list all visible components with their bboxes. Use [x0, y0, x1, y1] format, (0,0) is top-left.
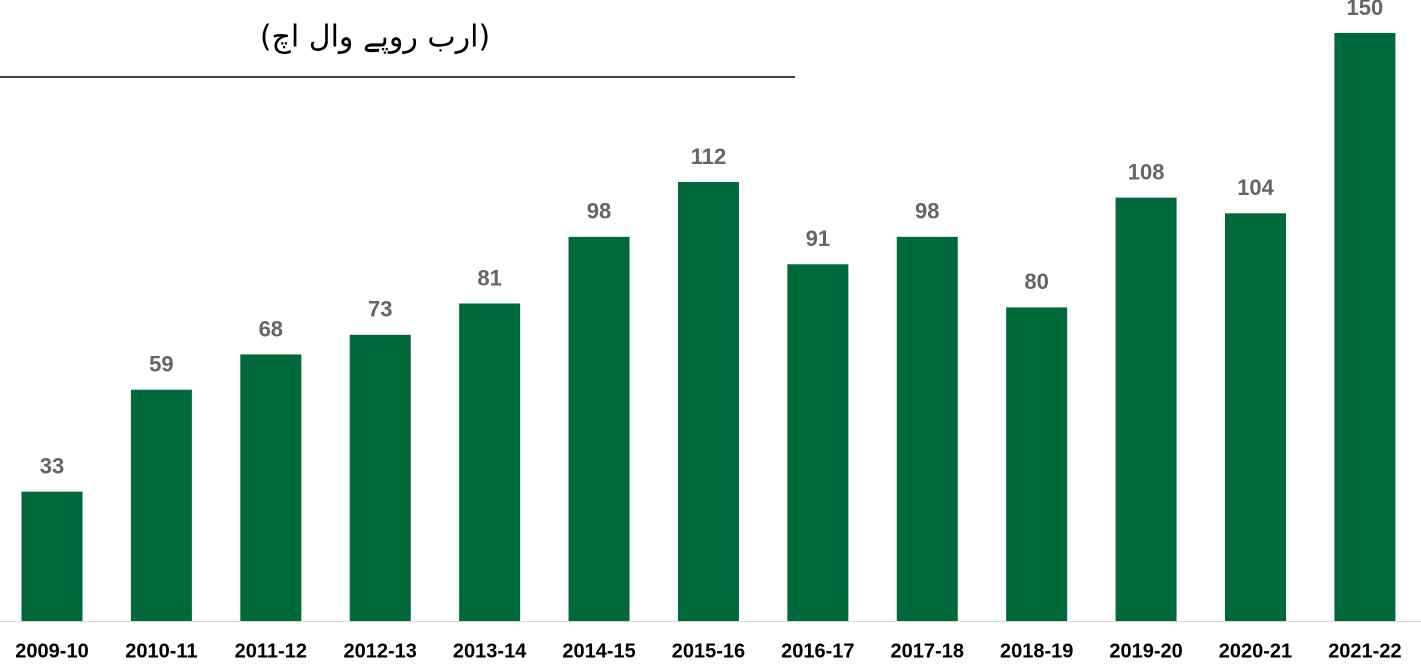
bar: [1334, 33, 1396, 621]
value-label: 108: [1128, 159, 1165, 184]
value-label: 33: [40, 453, 64, 478]
value-label: 112: [691, 144, 727, 169]
bar: [568, 236, 630, 621]
value-label: 104: [1237, 175, 1274, 200]
x-tick-label: 2010-11: [125, 640, 197, 662]
value-label: 80: [1024, 269, 1048, 294]
value-label: 81: [477, 265, 501, 290]
value-label: 150: [1347, 0, 1384, 20]
x-tick-label: 2015-16: [672, 640, 745, 662]
chart-title: (ارب روپے وال اچ): [260, 20, 490, 55]
bar: [1006, 307, 1068, 621]
x-tick-label: 2018-19: [1000, 640, 1073, 662]
value-label: 73: [368, 297, 392, 322]
x-tick-label: 2013-14: [453, 640, 527, 662]
value-label: 59: [149, 352, 173, 377]
bar: [1224, 213, 1286, 621]
value-label: 98: [915, 199, 939, 224]
x-tick-label: 2014-15: [562, 640, 635, 662]
bar: [240, 354, 302, 621]
x-tick-label: 2017-18: [891, 640, 964, 662]
x-tick-label: 2012-13: [344, 640, 417, 662]
value-label: 68: [259, 316, 283, 341]
value-label: 98: [587, 199, 611, 224]
bar: [459, 303, 521, 621]
bar: [21, 491, 83, 621]
bar: [130, 389, 192, 621]
value-label: 91: [806, 226, 830, 251]
bar: [896, 236, 958, 621]
x-tick-label: 2020-21: [1219, 640, 1292, 662]
x-tick-label: 2021-22: [1328, 640, 1401, 662]
x-tick-label: 2016-17: [781, 640, 854, 662]
x-tick-label: 2019-20: [1109, 640, 1182, 662]
bar: [787, 264, 849, 621]
x-tick-label: 2011-12: [235, 640, 307, 662]
bar: [1115, 197, 1177, 621]
bar: [677, 181, 739, 621]
bar: [349, 334, 411, 621]
x-tick-label: 2009-10: [15, 640, 88, 662]
